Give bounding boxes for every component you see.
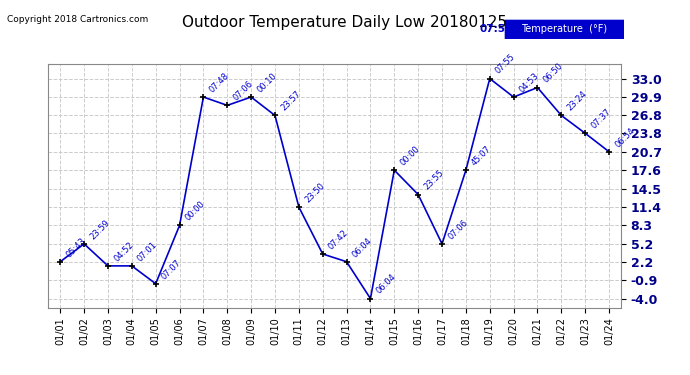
Text: Outdoor Temperature Daily Low 20180125: Outdoor Temperature Daily Low 20180125	[182, 15, 508, 30]
Text: 07:06: 07:06	[231, 79, 255, 103]
Text: 00:00: 00:00	[184, 200, 207, 223]
Text: 23:59: 23:59	[88, 218, 112, 241]
Text: Temperature  (°F): Temperature (°F)	[521, 24, 607, 34]
Text: 23:57: 23:57	[279, 89, 302, 113]
Text: 07:37: 07:37	[589, 107, 613, 130]
Text: 04:53: 04:53	[518, 71, 541, 94]
Text: 06:04: 06:04	[351, 236, 374, 259]
Text: 23:24: 23:24	[566, 90, 589, 113]
Text: 06:50: 06:50	[542, 62, 565, 85]
Text: 05:43: 05:43	[64, 236, 88, 259]
Text: 45:07: 45:07	[470, 144, 493, 167]
Text: 00:00: 00:00	[398, 144, 422, 167]
Text: 04:52: 04:52	[112, 240, 135, 263]
Text: 07:55: 07:55	[494, 53, 518, 76]
Text: 00:10: 00:10	[255, 71, 279, 94]
Text: 07:42: 07:42	[327, 228, 350, 251]
Text: 23:55: 23:55	[422, 168, 446, 192]
Text: 07:07: 07:07	[160, 258, 183, 281]
Text: 07:48: 07:48	[208, 71, 231, 94]
Text: 06:04: 06:04	[375, 273, 398, 296]
Text: 07:06: 07:06	[446, 218, 469, 241]
Text: 06:54: 06:54	[613, 126, 636, 149]
Text: 07:01: 07:01	[136, 240, 159, 263]
Text: Copyright 2018 Cartronics.com: Copyright 2018 Cartronics.com	[7, 15, 148, 24]
Text: 07:55: 07:55	[480, 24, 513, 34]
Text: 23:50: 23:50	[303, 181, 326, 204]
